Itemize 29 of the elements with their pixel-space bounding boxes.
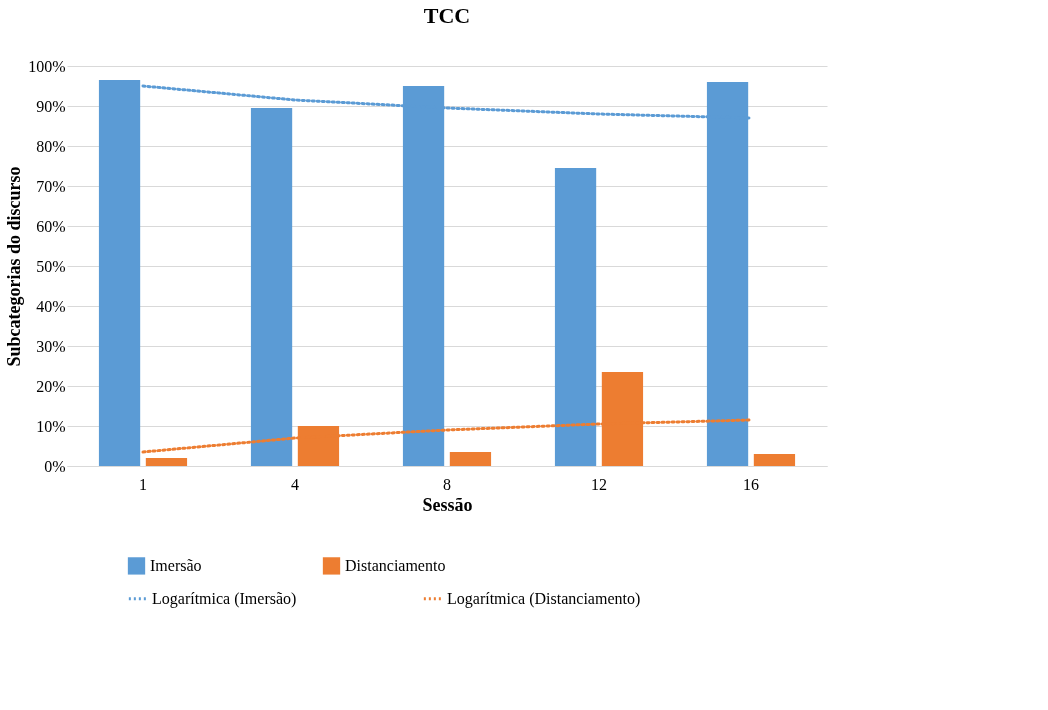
y-tick-label: 40% bbox=[36, 297, 66, 315]
bar bbox=[449, 452, 492, 466]
legend-label: Distanciamento bbox=[345, 556, 446, 574]
x-tick-label: 16 bbox=[743, 475, 759, 493]
y-tick-label: 80% bbox=[36, 137, 66, 155]
bar bbox=[554, 168, 597, 466]
y-axis-title: Subcategorias do discurso bbox=[4, 166, 25, 367]
y-tick-label: 90% bbox=[36, 97, 66, 115]
bar bbox=[250, 108, 293, 466]
x-tick-label: 1 bbox=[139, 475, 147, 493]
x-tick-label: 4 bbox=[291, 475, 299, 493]
legend-label: Imersão bbox=[150, 556, 202, 574]
y-tick-label: 20% bbox=[36, 377, 66, 395]
y-tick-label: 100% bbox=[28, 57, 66, 75]
y-tick-label: 60% bbox=[36, 217, 66, 235]
y-tick-label: 0% bbox=[44, 457, 66, 475]
bar bbox=[145, 458, 188, 466]
y-tick-label: 10% bbox=[36, 417, 66, 435]
chart-title: TCC bbox=[423, 3, 471, 28]
x-tick-label: 8 bbox=[443, 475, 451, 493]
bar bbox=[753, 454, 796, 466]
legend-label: Logarítmica (Distanciamento) bbox=[447, 589, 641, 608]
y-tick-label: 70% bbox=[36, 177, 66, 195]
x-axis-title: Sessão bbox=[422, 494, 473, 515]
x-tick-label: 12 bbox=[591, 475, 607, 493]
y-tick-label: 30% bbox=[36, 337, 66, 355]
legend-label: Logarítmica (Imersão) bbox=[152, 589, 297, 608]
bar bbox=[98, 80, 141, 466]
y-tick-label: 50% bbox=[36, 257, 66, 275]
